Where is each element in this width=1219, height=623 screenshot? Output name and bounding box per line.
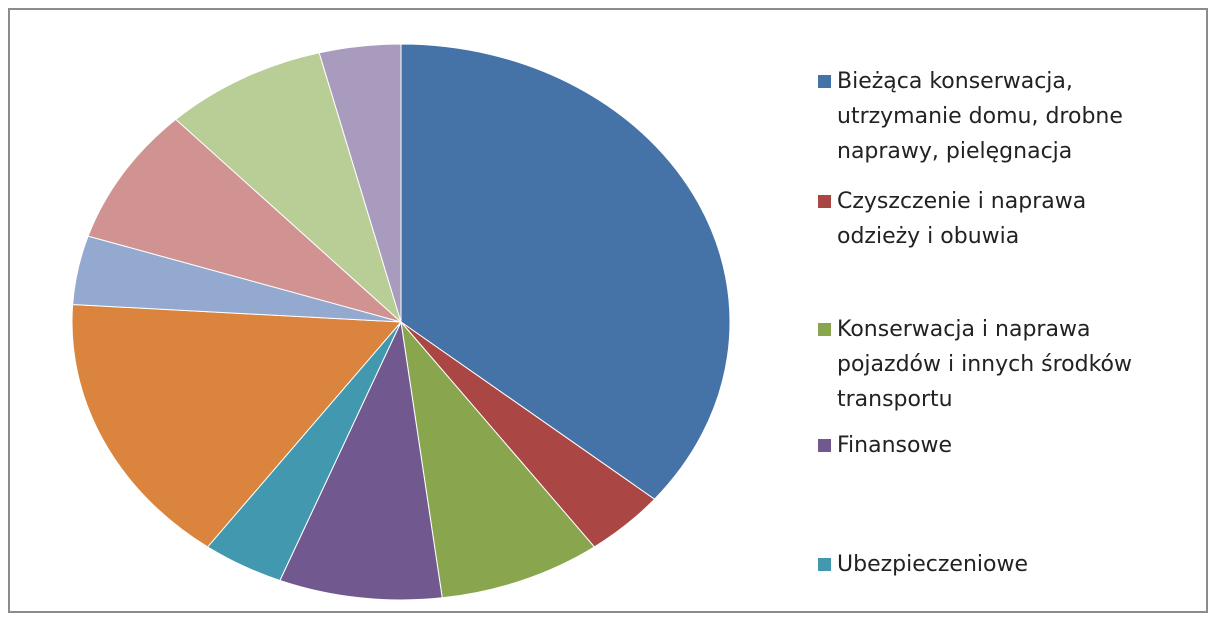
legend-swatch [818, 323, 831, 336]
pie-slice [400, 43, 731, 500]
legend-label: Finansowe [837, 433, 952, 458]
legend-entry: Ubezpieczeniowe [818, 547, 1198, 582]
chart-frame [8, 8, 1208, 613]
legend-label: Bieżąca konserwacja, utrzymanie domu, dr… [837, 69, 1123, 164]
pie-slice [400, 320, 596, 599]
legend-entry: Czyszczenie i naprawa odzieży i obuwia [818, 184, 1198, 254]
legend-swatch [818, 75, 831, 88]
pie-slice [279, 320, 443, 601]
pie-slice [318, 43, 402, 323]
legend-entry: Finansowe [818, 428, 1198, 463]
legend-label: Konserwacja i naprawa pojazdów i innych … [837, 317, 1132, 412]
legend-entry: Bieżąca konserwacja, utrzymanie domu, dr… [818, 64, 1198, 169]
legend-label: Ubezpieczeniowe [837, 552, 1028, 577]
legend-swatch [818, 439, 831, 452]
legend-entry: Konserwacja i naprawa pojazdów i innych … [818, 312, 1198, 417]
legend-label: Czyszczenie i naprawa odzieży i obuwia [837, 189, 1087, 249]
pie-slice [87, 118, 402, 323]
pie-slice [175, 52, 403, 324]
legend-swatch [818, 558, 831, 571]
legend-swatch [818, 195, 831, 208]
pie-slice [71, 304, 403, 548]
